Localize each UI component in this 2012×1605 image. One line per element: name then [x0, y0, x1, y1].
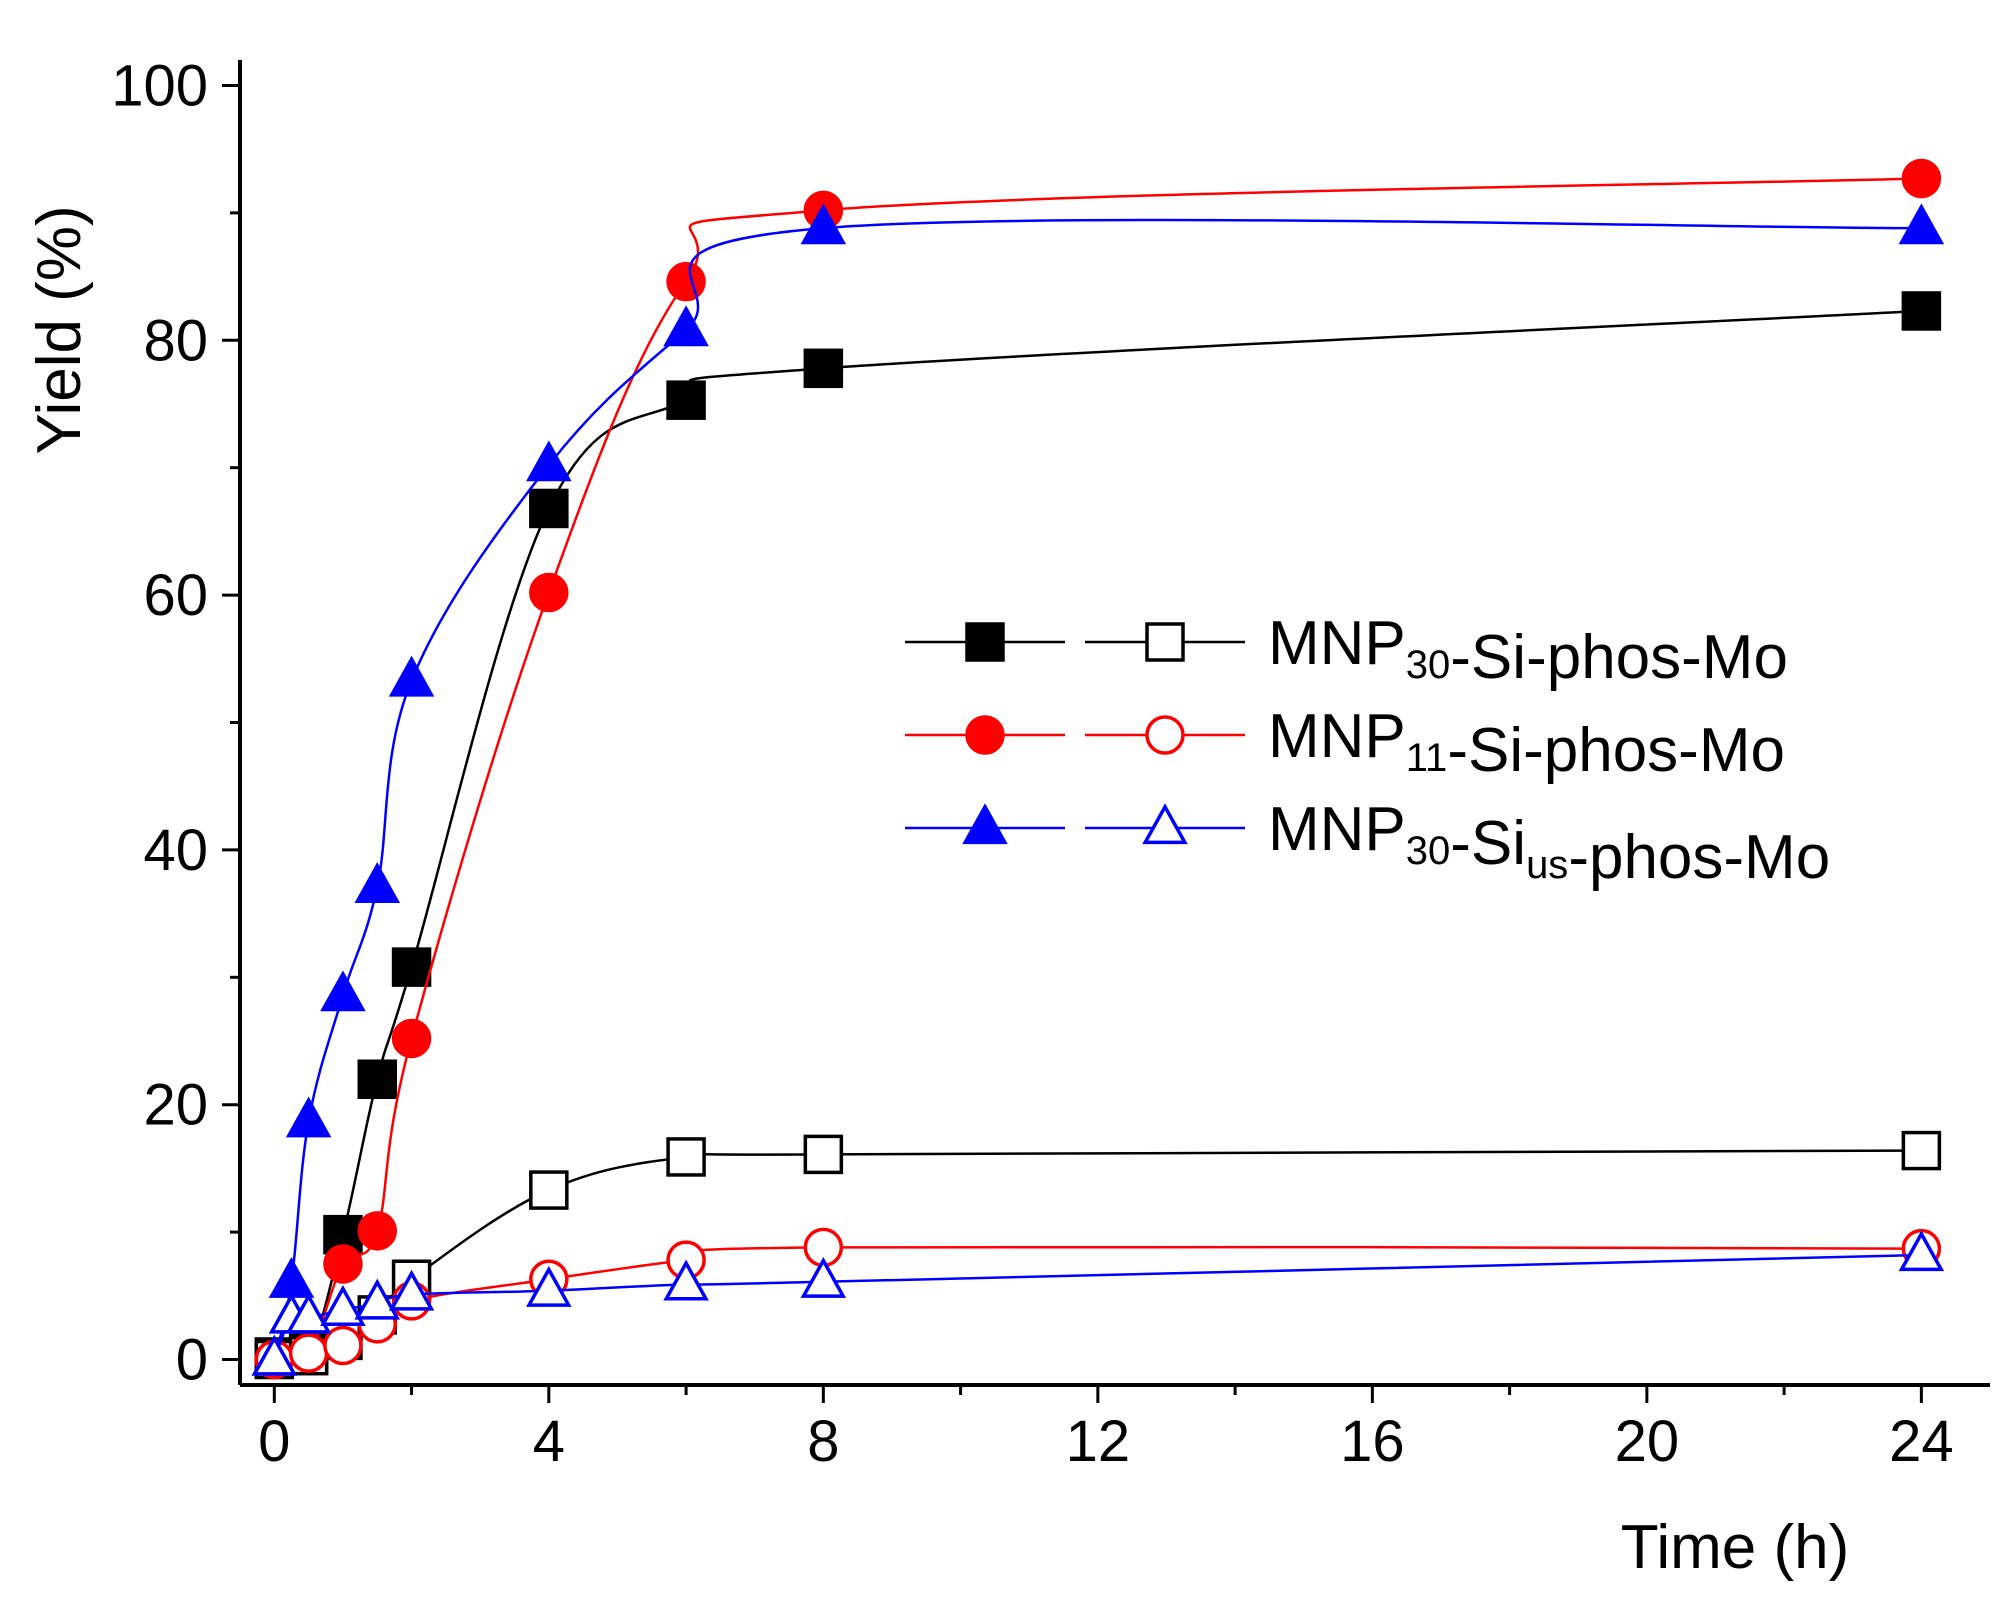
legend-entry-0: MNP30-Si-phos-Mo — [905, 609, 1788, 692]
y-tick-label: 100 — [111, 53, 208, 118]
legend-marker-filled — [965, 622, 1005, 662]
data-point — [800, 203, 847, 245]
data-point — [529, 488, 569, 529]
data-point — [268, 1257, 315, 1298]
data-point — [663, 305, 709, 347]
data-point — [666, 380, 706, 420]
legend: MNP30-Si-phos-Mo MNP11-Si-phos-Mo MNP30-Si… — [905, 609, 1830, 892]
series-group — [251, 158, 1945, 1380]
legend-marker-open — [1142, 803, 1188, 845]
series-line — [274, 1245, 1922, 1361]
x-tick-label: 0 — [258, 1409, 290, 1474]
data-point — [285, 1096, 332, 1138]
data-point — [323, 1244, 363, 1284]
data-point — [529, 572, 569, 613]
axes: 0 20 40 60 80 100 0 4 8 12 16 20 24 Time (h) Yield (%) — [25, 53, 1990, 1582]
data-point — [354, 862, 401, 903]
series-3 — [254, 1227, 1942, 1380]
y-tick-label: 40 — [143, 818, 208, 883]
data-point — [803, 348, 844, 389]
x-tick-label: 16 — [1340, 1409, 1405, 1474]
data-point — [391, 1018, 432, 1059]
data-point — [391, 947, 432, 987]
legend-marker-filled — [962, 803, 1008, 845]
x-tick-label: 20 — [1615, 1409, 1680, 1474]
data-point — [1898, 1230, 1945, 1272]
data-point — [357, 1211, 398, 1251]
data-point — [663, 1259, 709, 1301]
legend-label: MNP30-Si-phos-Mo — [1268, 609, 1788, 692]
x-tick-label: 8 — [807, 1409, 839, 1474]
y-axis-title: Yield (%) — [25, 205, 94, 454]
legend-entry-1: MNP11-Si-phos-Mo — [905, 702, 1785, 785]
series-1 — [254, 1130, 1942, 1380]
legend-label: MNP11-Si-phos-Mo — [1268, 702, 1785, 785]
data-point — [320, 970, 366, 1012]
series-5 — [251, 1230, 1945, 1376]
data-point — [388, 655, 435, 697]
data-point — [666, 261, 706, 302]
y-tick-label: 20 — [143, 1073, 208, 1138]
data-point — [526, 1265, 572, 1307]
data-point — [323, 1325, 363, 1366]
legend-marker-filled — [965, 715, 1005, 755]
data-point — [357, 1059, 398, 1099]
x-axis-title: Time (h) — [1621, 1513, 1849, 1582]
legend-marker-open — [1145, 715, 1185, 755]
series-line — [273, 1253, 1922, 1360]
data-point — [800, 1257, 847, 1298]
data-point — [666, 1137, 706, 1177]
series-line — [274, 1149, 1922, 1361]
y-tick-label: 0 — [176, 1328, 208, 1393]
data-point — [285, 1292, 332, 1334]
y-tick-label: 60 — [143, 563, 208, 628]
legend-label: MNP30-Sius-phos-Mo — [1268, 795, 1830, 892]
data-point — [354, 1278, 401, 1320]
legend-entry-2: MNP30-Sius-phos-Mo — [905, 795, 1830, 892]
data-point — [529, 1170, 569, 1210]
data-point — [388, 1269, 435, 1311]
data-point — [1901, 1130, 1942, 1171]
data-point — [1898, 203, 1945, 245]
data-point — [251, 1334, 298, 1376]
series-line — [273, 218, 1922, 1360]
data-point — [288, 1333, 329, 1373]
x-tick-label: 12 — [1066, 1409, 1131, 1474]
legend-marker-open — [1145, 622, 1185, 662]
data-point — [1901, 158, 1942, 199]
data-point — [320, 1285, 366, 1326]
data-point — [526, 440, 572, 482]
x-tick-label: 4 — [533, 1409, 565, 1474]
series-4 — [251, 203, 1945, 1376]
data-point — [803, 1134, 844, 1175]
x-tick-label: 24 — [1889, 1409, 1954, 1474]
y-tick-label: 80 — [143, 308, 208, 373]
data-point — [1901, 291, 1942, 331]
